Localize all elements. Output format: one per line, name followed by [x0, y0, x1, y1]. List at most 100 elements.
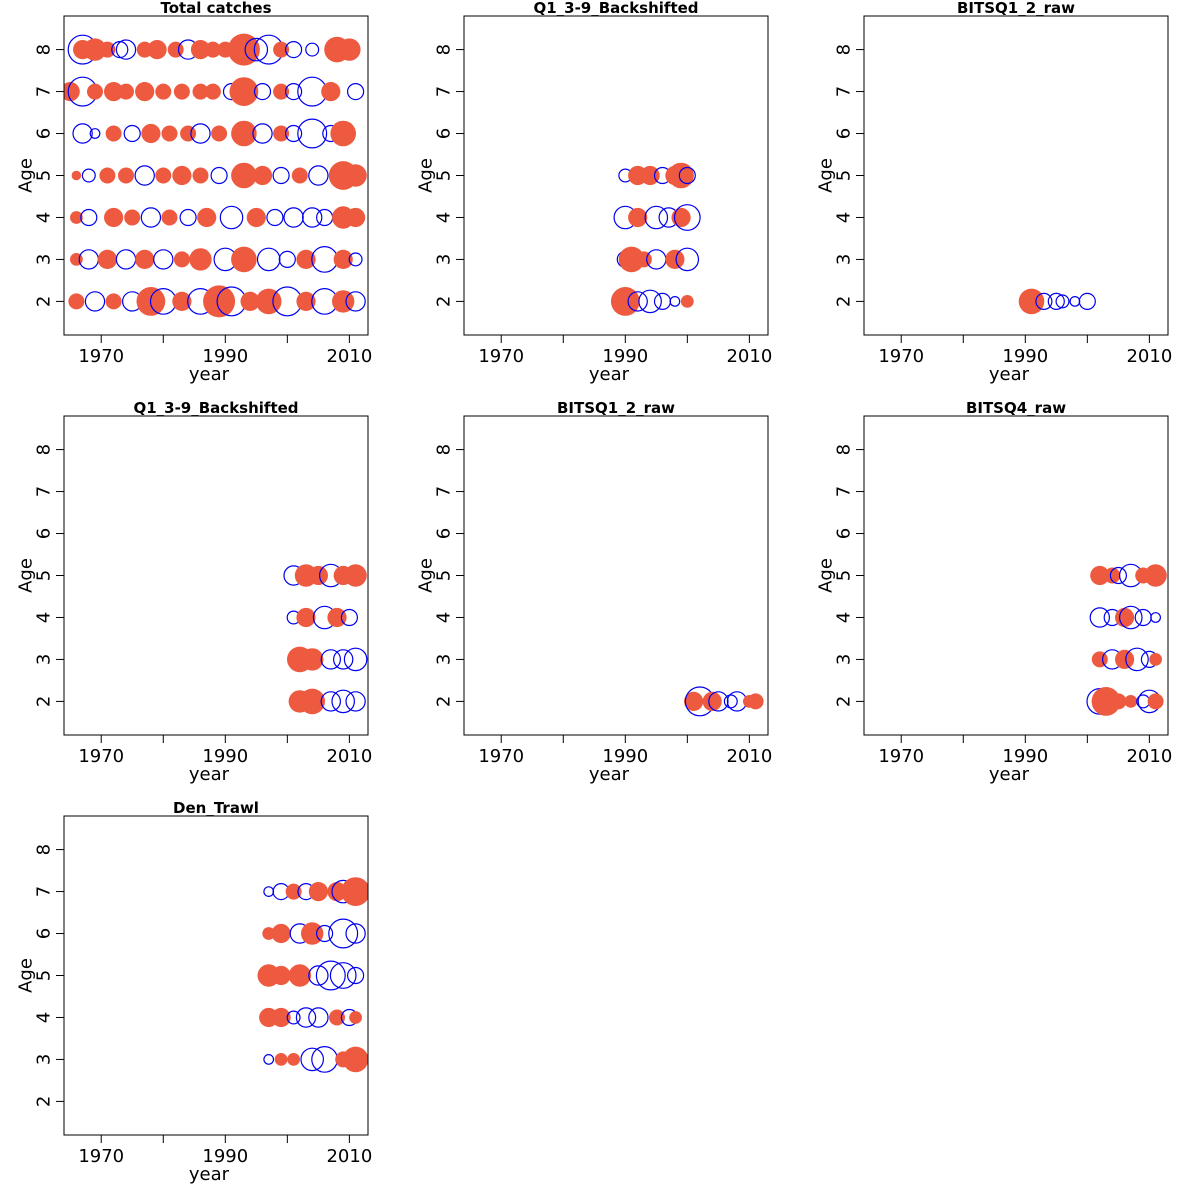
- negative-residual-bubble: [678, 166, 696, 185]
- chart-panel-5: BITSQ1_2_raw 1970 1990 2010 2 3 4 5 6 7 8 year Age: [416, 399, 773, 785]
- negative-residual-bubble: [315, 960, 346, 991]
- positive-residual-bubble: [301, 922, 324, 945]
- positive-residual-bubble: [344, 164, 367, 187]
- bubble-layer: [1018, 288, 1096, 315]
- negative-residual-bubble: [272, 166, 290, 185]
- negative-residual-bubble: [638, 289, 662, 314]
- positive-residual-bubble: [1104, 567, 1121, 584]
- y-tick-label: 2: [834, 696, 855, 707]
- positive-residual-bubble: [273, 125, 290, 142]
- positive-residual-bubble: [635, 251, 652, 268]
- panel-title: BITSQ4_raw: [966, 399, 1066, 417]
- positive-residual-bubble: [64, 82, 80, 102]
- panel-title: BITSQ1_2_raw: [957, 0, 1075, 17]
- positive-residual-bubble: [211, 125, 228, 142]
- y-axis-label: Age: [16, 958, 37, 993]
- negative-residual-bubble: [286, 1010, 301, 1025]
- y-tick-label: 8: [434, 444, 455, 455]
- negative-residual-bubble: [123, 124, 141, 143]
- positive-residual-bubble: [99, 41, 116, 58]
- negative-residual-bubble: [266, 208, 284, 227]
- negative-residual-bubble: [179, 208, 197, 227]
- negative-residual-bubble: [297, 118, 328, 149]
- positive-residual-bubble: [135, 82, 155, 102]
- y-tick-label: 3: [834, 254, 855, 265]
- x-tick-label: 1990: [1002, 746, 1048, 767]
- bubble-layer: [610, 162, 701, 316]
- positive-residual-bubble: [346, 207, 366, 228]
- positive-residual-bubble: [227, 33, 260, 66]
- positive-residual-bubble: [105, 125, 122, 142]
- positive-residual-bubble: [273, 83, 290, 100]
- positive-residual-bubble: [105, 293, 122, 310]
- negative-residual-bubble: [1109, 566, 1128, 585]
- positive-residual-bubble: [104, 82, 124, 102]
- positive-residual-bubble: [204, 41, 221, 58]
- negative-residual-bubble: [1089, 607, 1111, 628]
- x-tick-label: 1970: [78, 746, 124, 767]
- positive-residual-bubble: [189, 248, 212, 271]
- y-tick-label: 5: [34, 570, 55, 581]
- positive-residual-bubble: [172, 291, 192, 311]
- positive-residual-bubble: [338, 38, 361, 61]
- positive-residual-bubble: [104, 207, 124, 228]
- positive-residual-bubble: [327, 607, 347, 628]
- positive-residual-bubble: [747, 693, 764, 710]
- positive-residual-bubble: [124, 209, 141, 226]
- bubble-layer: [1086, 563, 1167, 716]
- negative-residual-bubble: [345, 923, 366, 944]
- negative-residual-bubble: [256, 247, 281, 272]
- positive-residual-bubble: [252, 165, 273, 186]
- x-tick-label: 1990: [202, 346, 248, 367]
- positive-residual-bubble: [271, 923, 291, 944]
- positive-residual-bubble: [70, 211, 83, 224]
- y-tick-label: 4: [34, 212, 55, 223]
- y-tick-label: 6: [434, 528, 455, 539]
- negative-residual-bubble: [210, 166, 228, 185]
- negative-residual-bubble: [1125, 647, 1149, 672]
- positive-residual-bubble: [332, 290, 355, 313]
- chart-panel-1: Total catches 1970 1990 2010 2 3 4 5 6 7 8 year Age: [16, 0, 373, 385]
- positive-residual-bubble: [68, 293, 85, 310]
- y-tick-label: 8: [434, 44, 455, 55]
- positive-residual-bubble: [99, 167, 116, 184]
- y-tick-label: 3: [834, 654, 855, 665]
- negative-residual-bubble: [283, 207, 304, 228]
- y-tick-label: 2: [434, 696, 455, 707]
- positive-residual-bubble: [327, 882, 347, 902]
- y-tick-label: 2: [834, 296, 855, 307]
- bubble-layer: [64, 33, 367, 318]
- x-tick-label: 1990: [602, 346, 648, 367]
- positive-residual-bubble: [342, 1046, 368, 1073]
- positive-residual-bubble: [87, 83, 103, 100]
- y-tick-label: 7: [34, 86, 55, 97]
- x-tick-label: 2010: [1126, 746, 1172, 767]
- negative-residual-bubble: [343, 647, 368, 672]
- y-tick-label: 5: [834, 170, 855, 181]
- panel-title: Q1_3-9_Backshifted: [133, 399, 298, 417]
- x-axis-label: year: [989, 764, 1030, 785]
- negative-residual-bubble: [345, 291, 366, 312]
- x-tick-label: 2010: [326, 746, 372, 767]
- chart-panel-2: Q1_3-9_Backshifted 1970 1990 2010 2 3 4 5 6 7 8 yea…: [416, 0, 773, 385]
- positive-residual-bubble: [1018, 288, 1045, 315]
- bubble-layer: [257, 877, 368, 1073]
- positive-residual-bubble: [255, 288, 282, 315]
- y-tick-label: 8: [34, 844, 55, 855]
- negative-residual-bubble: [285, 124, 303, 143]
- positive-residual-bubble: [668, 162, 694, 189]
- negative-residual-bubble: [329, 962, 357, 989]
- negative-residual-bubble: [331, 689, 355, 714]
- y-tick-label: 8: [34, 444, 55, 455]
- y-tick-label: 4: [434, 212, 455, 223]
- negative-residual-bubble: [320, 649, 341, 670]
- positive-residual-bubble: [161, 209, 178, 226]
- chart-panel-6: BITSQ4_raw 1970 1990 2010 2 3 4 5 6 7 8 year Age: [816, 399, 1173, 785]
- y-tick-label: 6: [834, 528, 855, 539]
- y-axis-label: Age: [816, 158, 837, 193]
- chart-panel-7: Den_Trawl 1970 1990 2010 2 3 4 5 6 7 8 year Age: [16, 799, 373, 1185]
- y-tick-label: 7: [434, 486, 455, 497]
- positive-residual-bubble: [287, 1053, 300, 1066]
- positive-residual-bubble: [231, 246, 257, 273]
- negative-residual-bubble: [340, 608, 358, 627]
